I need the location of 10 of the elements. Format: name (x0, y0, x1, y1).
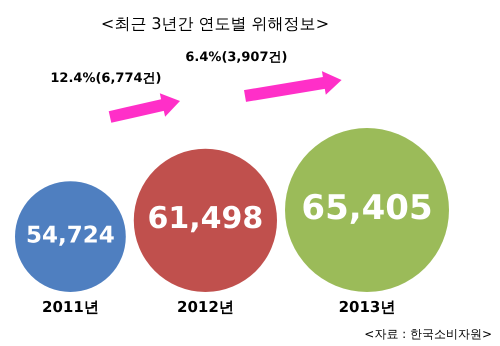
text: <자료 : 한국소비자원> (364, 326, 492, 343)
text: 6.4%(3,907건) (185, 49, 288, 66)
data-label: 61,498 (148, 201, 264, 236)
category-label: 2013년 (338, 298, 396, 317)
text: 12.4%(6,774건) (50, 70, 162, 87)
data-label: 54,724 (26, 222, 115, 249)
category-label: 2012년 (177, 298, 234, 317)
text: <최근 3년간 연도별 위해정보> (100, 14, 330, 35)
data-label: 65,405 (301, 188, 433, 228)
category-label: 2011년 (42, 298, 99, 317)
